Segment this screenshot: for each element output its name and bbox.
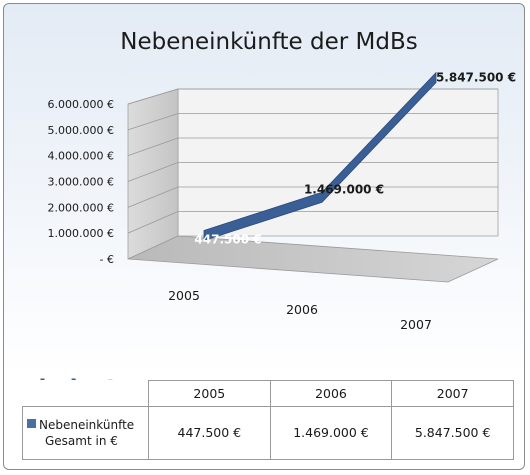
legend-label-line2: Gesamt in € bbox=[45, 433, 118, 448]
data-table-value-row: Nebeneinkünfte Gesamt in € 447.500 € 1.4… bbox=[22, 405, 514, 461]
gridline-side bbox=[127, 137, 179, 157]
x-tick-label: 2005 bbox=[168, 288, 200, 303]
y-tick-label: 2.000.000 € bbox=[48, 201, 114, 214]
table-header-2005: 2005 bbox=[148, 380, 271, 407]
data-table-corner bbox=[22, 380, 149, 407]
table-value-2007: 5.847.500 € bbox=[391, 405, 514, 461]
y-tick-label: 4.000.000 € bbox=[48, 150, 114, 163]
table-value-2005: 447.500 € bbox=[148, 405, 271, 461]
x-tick-label: 2007 bbox=[400, 317, 432, 332]
chart-svg: Nebeneinkünfte der MdBs - € 1.000.000 € 2.… bbox=[48, 29, 517, 332]
plot-area: - € 1.000.000 € 2.000.000 € 3.000.000 € 4.00… bbox=[48, 71, 517, 332]
legend-label-line1: Nebeneinkünfte bbox=[39, 417, 135, 432]
chart-title: Nebeneinkünfte der MdBs bbox=[120, 29, 417, 55]
gridline-side bbox=[127, 186, 179, 208]
table-value-2006: 1.469.000 € bbox=[269, 405, 393, 461]
gridline-side bbox=[127, 88, 179, 105]
data-label: 447.500 € bbox=[194, 232, 261, 246]
gridline-side bbox=[127, 162, 179, 182]
y-tick-label: 1.000.000 € bbox=[48, 227, 114, 240]
y-tick-label: 6.000.000 € bbox=[48, 98, 114, 111]
x-tick-label: 2006 bbox=[286, 302, 318, 317]
legend-key: Nebeneinkünfte Gesamt in € bbox=[22, 405, 149, 461]
data-table-header-row: 2005 2006 2007 bbox=[22, 380, 514, 407]
gridline-side bbox=[127, 113, 179, 131]
data-label: 1.469.000 € bbox=[304, 182, 384, 196]
chart-frame: Nebeneinkünfte der MdBs - € 1.000.000 € 2.… bbox=[3, 3, 525, 470]
y-tick-label: - € bbox=[100, 253, 114, 266]
side-wall bbox=[127, 88, 179, 260]
floor bbox=[127, 235, 499, 283]
data-label: 5.847.500 € bbox=[436, 71, 516, 85]
y-tick-label: 5.000.000 € bbox=[48, 124, 114, 137]
data-table: 2005 2006 2007 Nebeneinkünfte Gesamt in … bbox=[22, 380, 514, 461]
legend-swatch bbox=[27, 418, 36, 428]
table-header-2007: 2007 bbox=[391, 380, 514, 407]
y-tick-label: 3.000.000 € bbox=[48, 176, 114, 189]
gridline-side bbox=[127, 211, 179, 234]
series-line bbox=[203, 71, 437, 242]
table-header-2006: 2006 bbox=[269, 380, 393, 407]
